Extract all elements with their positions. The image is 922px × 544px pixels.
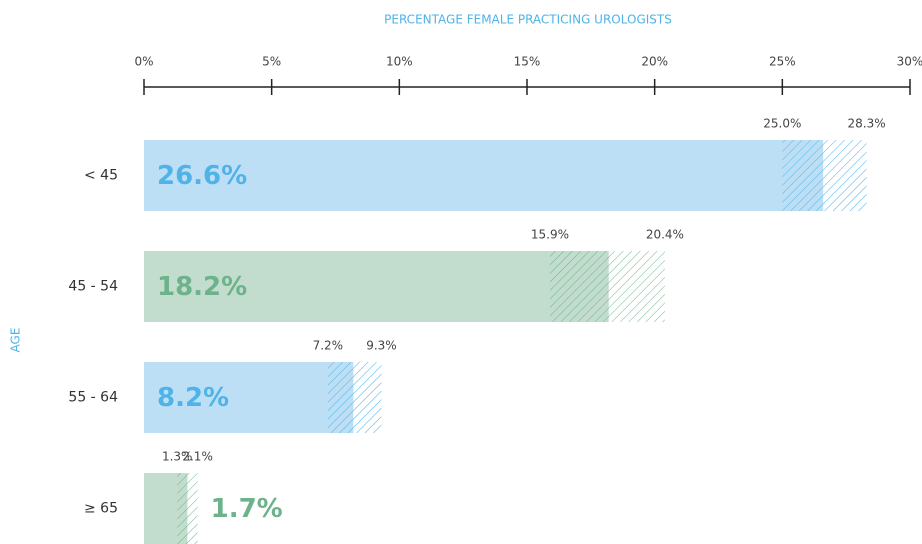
- x-tick-label: 20%: [641, 55, 668, 69]
- bar: [144, 251, 609, 322]
- x-tick-label: 30%: [897, 55, 922, 69]
- x-tick-label: 0%: [134, 55, 153, 69]
- chart-title: PERCENTAGE FEMALE PRACTICING UROLOGISTS: [384, 13, 672, 27]
- ci-low-label: 25.0%: [763, 117, 801, 131]
- bar: [144, 362, 354, 433]
- x-tick-label: 25%: [769, 55, 796, 69]
- y-axis-label: AGE: [9, 328, 23, 353]
- category-label: 45 - 54: [68, 279, 118, 295]
- ci-high-label: 20.4%: [646, 228, 684, 242]
- x-tick-label: 10%: [386, 55, 413, 69]
- category-label: ≥ 65: [84, 501, 118, 517]
- category-label: 55 - 64: [68, 390, 118, 406]
- value-label: 26.6%: [157, 161, 247, 191]
- confidence-interval: [782, 140, 867, 211]
- ci-high-label: 28.3%: [848, 117, 886, 131]
- ci-high-label: 9.3%: [366, 339, 397, 353]
- ci-low-label: 7.2%: [313, 339, 344, 353]
- x-tick-label: 15%: [514, 55, 541, 69]
- confidence-interval: [177, 473, 198, 544]
- category-label: < 45: [84, 168, 118, 184]
- ci-low-label: 1.3%: [162, 450, 193, 464]
- value-label: 8.2%: [157, 383, 229, 413]
- x-tick-label: 5%: [262, 55, 281, 69]
- ci-low-label: 15.9%: [531, 228, 569, 242]
- ci-high-label: 2.1%: [182, 450, 213, 464]
- value-label: 1.7%: [211, 494, 283, 524]
- value-label: 18.2%: [157, 272, 247, 302]
- bar: [144, 140, 824, 211]
- confidence-interval: [327, 362, 382, 433]
- confidence-interval: [549, 251, 665, 322]
